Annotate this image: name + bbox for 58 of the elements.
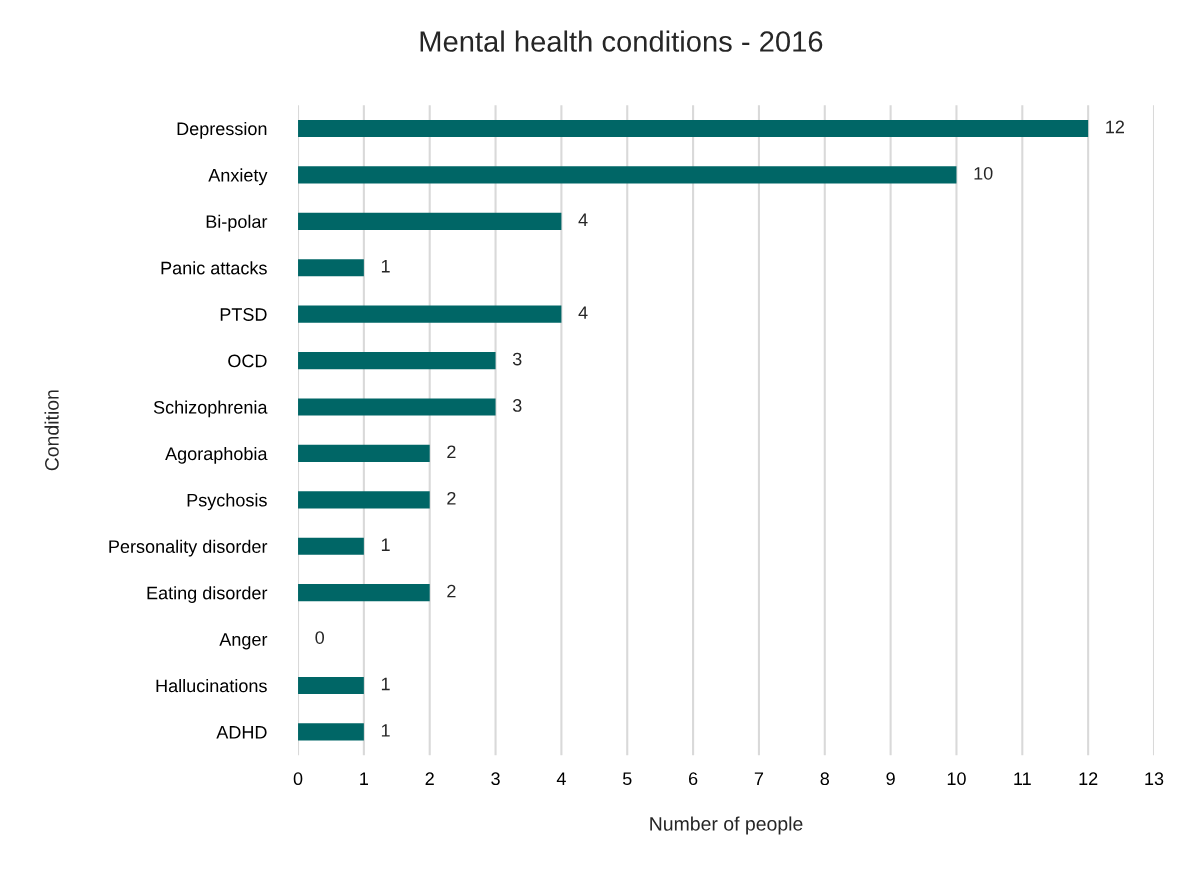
bar <box>298 166 957 184</box>
bar <box>298 676 364 695</box>
x-tick-label: 7 <box>754 772 764 785</box>
data-label: 3 <box>512 399 522 412</box>
y-tick-label: Depression <box>177 121 267 139</box>
data-label: 1 <box>381 724 390 737</box>
x-tick-label: 1 <box>360 772 369 785</box>
x-tick-label: 5 <box>622 772 632 786</box>
y-tick-label: Anger <box>219 633 268 650</box>
x-tick-label: 12 <box>1079 772 1098 785</box>
x-tick-label: 3 <box>491 772 500 786</box>
y-tick-label: Personality disorder <box>109 539 268 557</box>
y-tick-label: Panic attacks <box>161 261 267 275</box>
y-tick-label: Eating disorder <box>147 586 268 603</box>
y-tick-label: OCD <box>228 354 267 368</box>
y-tick-label: Schizophrenia <box>153 400 268 418</box>
data-label: 0 <box>315 631 325 644</box>
data-label: 12 <box>1106 120 1124 134</box>
y-tick-label: Agoraphobia <box>165 446 268 464</box>
bar <box>298 491 430 509</box>
bar <box>298 584 430 602</box>
x-tick-label: 10 <box>947 772 966 786</box>
data-label: 1 <box>381 259 390 273</box>
x-tick-label: 4 <box>556 772 566 785</box>
bar <box>298 537 364 555</box>
data-label: 2 <box>447 584 456 598</box>
bar <box>298 398 496 416</box>
bar <box>298 723 364 741</box>
y-axis-title: Condition <box>44 390 59 471</box>
data-label: 2 <box>447 491 456 505</box>
data-label: 10 <box>974 166 993 180</box>
x-axis-title: Number of people <box>650 816 803 835</box>
x-tick-label: 13 <box>1145 772 1164 786</box>
y-tick-label: Anxiety <box>208 168 268 186</box>
y-tick-label: Psychosis <box>187 493 267 511</box>
x-tick-label: 11 <box>1014 772 1031 785</box>
y-tick-label: PTSD <box>220 308 267 321</box>
x-tick-label: 8 <box>820 772 830 786</box>
data-label: 2 <box>447 445 456 459</box>
bar <box>298 212 562 230</box>
bar <box>298 305 562 323</box>
data-label: 1 <box>381 538 390 551</box>
data-label: 1 <box>381 677 390 691</box>
bar <box>298 352 496 370</box>
y-tick-label: Bi-polar <box>206 214 268 232</box>
bar <box>298 259 364 277</box>
y-tick-label: Hallucinations <box>156 678 267 693</box>
x-tick-label: 9 <box>886 772 895 786</box>
data-label: 4 <box>578 306 588 319</box>
x-tick-label: 0 <box>293 772 303 786</box>
data-label: 4 <box>578 213 588 226</box>
chart-title: Mental health conditions - 2016 <box>420 30 823 52</box>
x-tick-label: 2 <box>425 772 434 785</box>
bar <box>298 119 1089 138</box>
data-label: 3 <box>512 352 522 366</box>
bar <box>298 444 430 463</box>
x-tick-label: 6 <box>688 772 698 786</box>
y-tick-label: ADHD <box>216 726 267 739</box>
